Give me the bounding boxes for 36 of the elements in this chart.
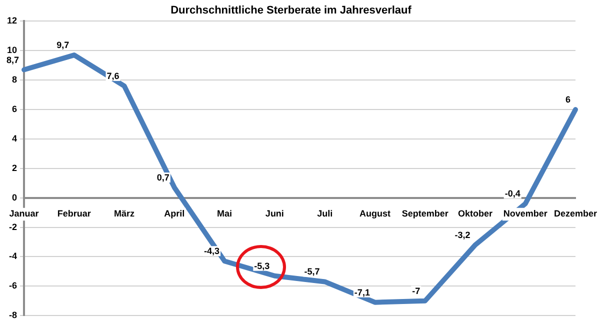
x-tick-label: August <box>359 208 390 219</box>
x-tick-label: Mai <box>217 208 232 219</box>
y-tick-label: -6 <box>8 280 18 291</box>
y-tick-label: 4 <box>12 133 18 144</box>
data-label: 6 <box>565 94 570 105</box>
data-label: 0,7 <box>156 172 170 183</box>
y-tick-label: 12 <box>6 16 18 26</box>
x-tick-label: November <box>503 208 548 219</box>
x-tick-label: März <box>114 208 136 219</box>
y-tick-label: 6 <box>12 104 18 114</box>
x-tick-label: September <box>402 208 449 219</box>
y-tick-label: -2 <box>8 222 18 232</box>
data-label: -5,3 <box>254 260 270 271</box>
x-tick-label: Januar <box>9 208 40 219</box>
y-tick-label: 2 <box>12 162 18 173</box>
chart-title: Durchschnittliche Sterberate im Jahresverlauf <box>170 4 412 17</box>
y-tick-label: 0 <box>12 192 18 202</box>
data-label: -3,2 <box>454 230 470 240</box>
x-tick-label: April <box>164 208 185 219</box>
data-label: -7,1 <box>354 287 370 298</box>
data-label: -4,3 <box>204 246 220 256</box>
y-tick-label: 8 <box>12 74 18 85</box>
x-tick-label: Juli <box>317 208 333 219</box>
y-tick-label: -4 <box>8 251 18 262</box>
x-tick-label: Juni <box>265 208 284 219</box>
x-tick-label: Oktober <box>458 208 493 219</box>
x-tick-label: Februar <box>57 208 92 219</box>
data-label: 8,7 <box>6 54 20 65</box>
data-label: -0,4 <box>504 188 520 199</box>
y-tick-label: -8 <box>8 310 18 320</box>
data-label: 7,6 <box>106 70 120 81</box>
data-label: 9,7 <box>56 40 70 50</box>
y-tick-label: 10 <box>6 45 18 56</box>
data-label: -7 <box>412 286 420 296</box>
x-tick-label: Dezember <box>554 208 598 219</box>
data-label: -5,7 <box>304 266 320 277</box>
